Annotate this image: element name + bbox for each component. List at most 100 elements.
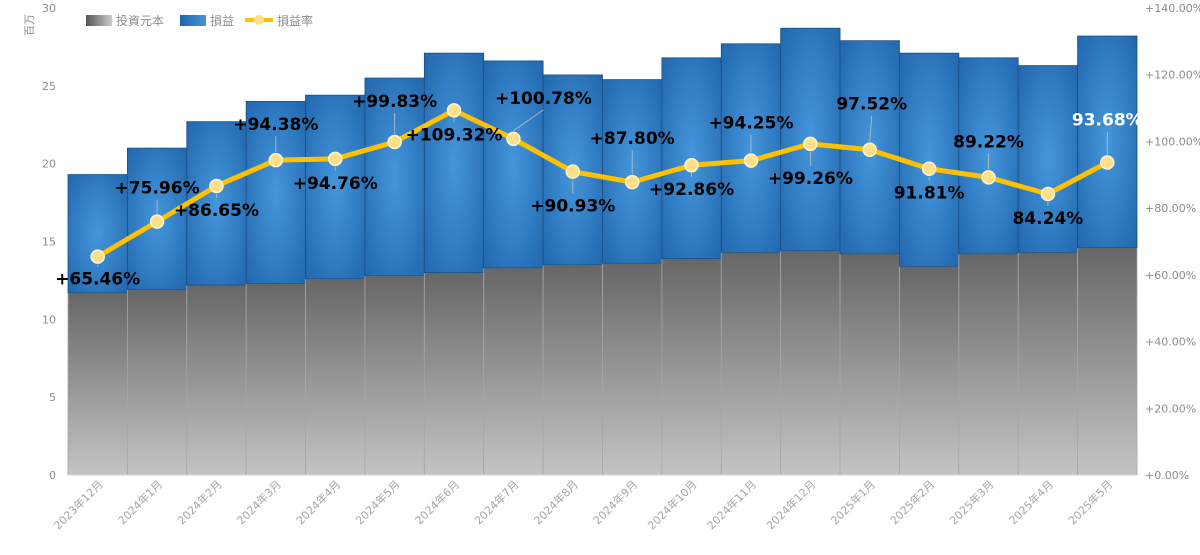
bar-principal	[899, 266, 960, 476]
x-tick-label: 2024年8月	[531, 477, 581, 527]
data-label: 91.81%	[894, 184, 965, 204]
bar-principal	[839, 253, 900, 476]
y-left-tick-label: 0	[49, 469, 56, 482]
y-left-tick-label: 15	[42, 236, 56, 249]
data-label: +86.65%	[174, 201, 259, 221]
line-marker	[149, 214, 165, 229]
data-label: +90.93%	[530, 197, 615, 217]
x-tick-label: 2024年9月	[590, 477, 640, 527]
line-marker	[921, 161, 937, 176]
x-tick-label: 2024年12月	[763, 477, 818, 532]
bar-profit	[483, 60, 544, 269]
line-marker	[862, 142, 877, 157]
line-marker	[268, 152, 284, 168]
y-right-tick-label: +100.00%	[1145, 135, 1200, 148]
bar-principal	[780, 250, 841, 476]
y-right-tick-label: +0.00%	[1145, 469, 1189, 482]
bar-profit	[423, 52, 485, 274]
bar-principal	[126, 289, 188, 476]
y-left-tick-label: 5	[49, 391, 56, 404]
data-label: 97.52%	[836, 95, 907, 115]
line-marker	[328, 151, 343, 167]
bar-principal	[423, 272, 485, 476]
bar-principal	[245, 283, 306, 476]
line-marker	[1100, 155, 1115, 170]
data-label: 84.24%	[1013, 209, 1084, 229]
data-label-leader	[513, 109, 544, 132]
line-marker	[743, 153, 759, 168]
data-label-leader	[869, 115, 873, 142]
line-marker	[565, 164, 581, 179]
bar-principal	[602, 262, 663, 476]
x-tick-label: 2024年2月	[174, 477, 224, 527]
x-tick-label: 2024年7月	[471, 477, 521, 527]
x-tick-label: 2025年5月	[1065, 477, 1115, 527]
data-label: +94.38%	[233, 115, 318, 135]
line-marker	[506, 131, 521, 147]
data-label: +99.83%	[352, 92, 437, 112]
bar-principal	[661, 258, 722, 476]
bar-profit	[305, 94, 366, 280]
legend-label-rate: 損益率	[277, 13, 313, 28]
line-marker	[981, 170, 996, 185]
bar-principal	[720, 251, 782, 476]
bar-profit	[186, 121, 247, 286]
data-label: +65.46%	[55, 270, 140, 290]
y-left-tick-label: 20	[42, 158, 56, 171]
line-marker	[684, 157, 699, 173]
y-left-tick-label: 25	[42, 80, 56, 93]
bar-principal	[67, 292, 128, 476]
x-tick-label: 2024年3月	[234, 477, 284, 527]
line-marker	[803, 136, 818, 152]
bar-profit	[67, 174, 128, 294]
data-label: +99.26%	[768, 169, 853, 189]
data-label: 89.22%	[953, 132, 1024, 152]
bar-principal	[186, 284, 247, 476]
legend-label-principal: 投資元本	[116, 13, 164, 28]
x-tick-label: 2023年12月	[51, 477, 106, 532]
line-marker	[1040, 186, 1056, 202]
line-marker	[624, 174, 640, 190]
line-rate	[95, 107, 1110, 260]
bars-layer	[67, 27, 1138, 476]
data-label: +109.32%	[406, 125, 503, 145]
bar-profit	[245, 101, 306, 284]
bar-principal	[958, 253, 1019, 476]
x-tick-label: 2024年10月	[645, 477, 700, 532]
x-tick-label: 2024年4月	[293, 477, 343, 527]
y-left-unit: 百万	[23, 14, 36, 36]
line-marker	[209, 178, 224, 194]
x-tick-label: 2025年2月	[887, 477, 937, 527]
data-label: +75.96%	[115, 179, 200, 199]
y-right-tick-label: +20.00%	[1145, 402, 1196, 415]
data-label: +87.80%	[590, 129, 675, 149]
legend: 投資元本 損益 損益率	[86, 13, 313, 28]
line-marker	[90, 249, 105, 264]
y-right-tick-label: +40.00%	[1145, 336, 1196, 349]
bar-principal	[483, 267, 544, 476]
x-tick-label: 2024年6月	[412, 477, 462, 527]
bar-principal	[1077, 247, 1138, 476]
y-right-tick-label: +120.00%	[1145, 69, 1200, 82]
bar-principal	[305, 278, 366, 476]
y-right-tick-label: +60.00%	[1145, 269, 1196, 282]
data-label: 93.68%	[1072, 111, 1143, 131]
x-tick-label: 2024年1月	[115, 477, 165, 527]
bar-principal	[364, 275, 425, 476]
y-right-tick-label: +80.00%	[1145, 202, 1196, 215]
data-labels-layer: +65.46% +75.96%+86.65% +94.38% +94.76% +99.8…	[55, 89, 1143, 290]
data-label: +94.25%	[708, 114, 793, 134]
bar-profit	[364, 77, 425, 277]
data-label: +94.76%	[293, 174, 378, 194]
bar-principal	[1017, 251, 1079, 476]
legend-label-profit: 損益	[210, 13, 234, 28]
line-marker	[446, 103, 462, 118]
legend-marker-rate	[254, 15, 264, 25]
y-left-tick-label: 10	[42, 313, 56, 326]
x-tick-label: 2025年4月	[1006, 477, 1056, 527]
bar-profit	[1017, 65, 1079, 253]
y-right-tick-label: +140.00%	[1145, 2, 1200, 15]
x-tick-label: 2024年5月	[353, 477, 403, 527]
